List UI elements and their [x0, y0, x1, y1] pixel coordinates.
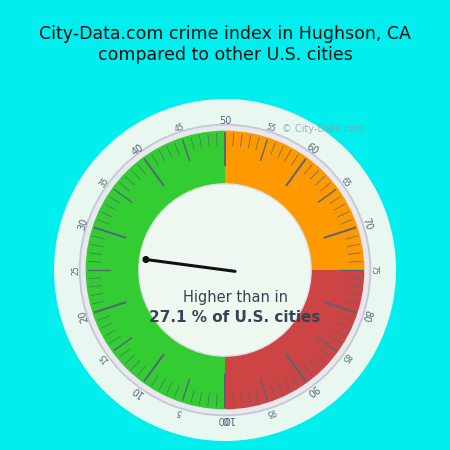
Wedge shape: [81, 126, 369, 414]
Wedge shape: [86, 130, 225, 410]
Text: 27.1 % of U.S. cities: 27.1 % of U.S. cities: [149, 310, 321, 325]
Text: City-Data.com crime index in Hughson, CA
compared to other U.S. cities: City-Data.com crime index in Hughson, CA…: [39, 25, 411, 64]
Text: 85: 85: [339, 351, 352, 364]
Text: 45: 45: [173, 123, 185, 134]
Wedge shape: [225, 130, 364, 270]
Text: 20: 20: [77, 309, 90, 324]
Text: 40: 40: [130, 142, 145, 157]
Text: 55: 55: [265, 123, 277, 134]
Circle shape: [54, 99, 396, 441]
Text: 25: 25: [72, 265, 81, 275]
Text: 65: 65: [339, 176, 352, 189]
Circle shape: [124, 144, 351, 371]
Text: 95: 95: [265, 406, 277, 417]
Text: 90: 90: [305, 383, 320, 398]
Text: © City-Data.com: © City-Data.com: [282, 124, 364, 135]
Text: 35: 35: [98, 176, 111, 189]
Text: 80: 80: [360, 309, 373, 324]
Text: 0: 0: [222, 414, 228, 424]
Circle shape: [142, 256, 149, 263]
Text: 50: 50: [219, 116, 231, 126]
Text: 60: 60: [305, 142, 320, 157]
Text: Higher than in: Higher than in: [183, 290, 288, 306]
Text: 5: 5: [176, 406, 183, 417]
Wedge shape: [225, 270, 364, 410]
Text: 30: 30: [77, 216, 90, 231]
Text: 15: 15: [98, 351, 111, 364]
Text: 75: 75: [369, 265, 378, 275]
Text: 100: 100: [216, 414, 234, 424]
Wedge shape: [79, 124, 371, 416]
Text: 70: 70: [360, 216, 373, 231]
Circle shape: [139, 184, 311, 356]
Text: 10: 10: [130, 383, 145, 398]
